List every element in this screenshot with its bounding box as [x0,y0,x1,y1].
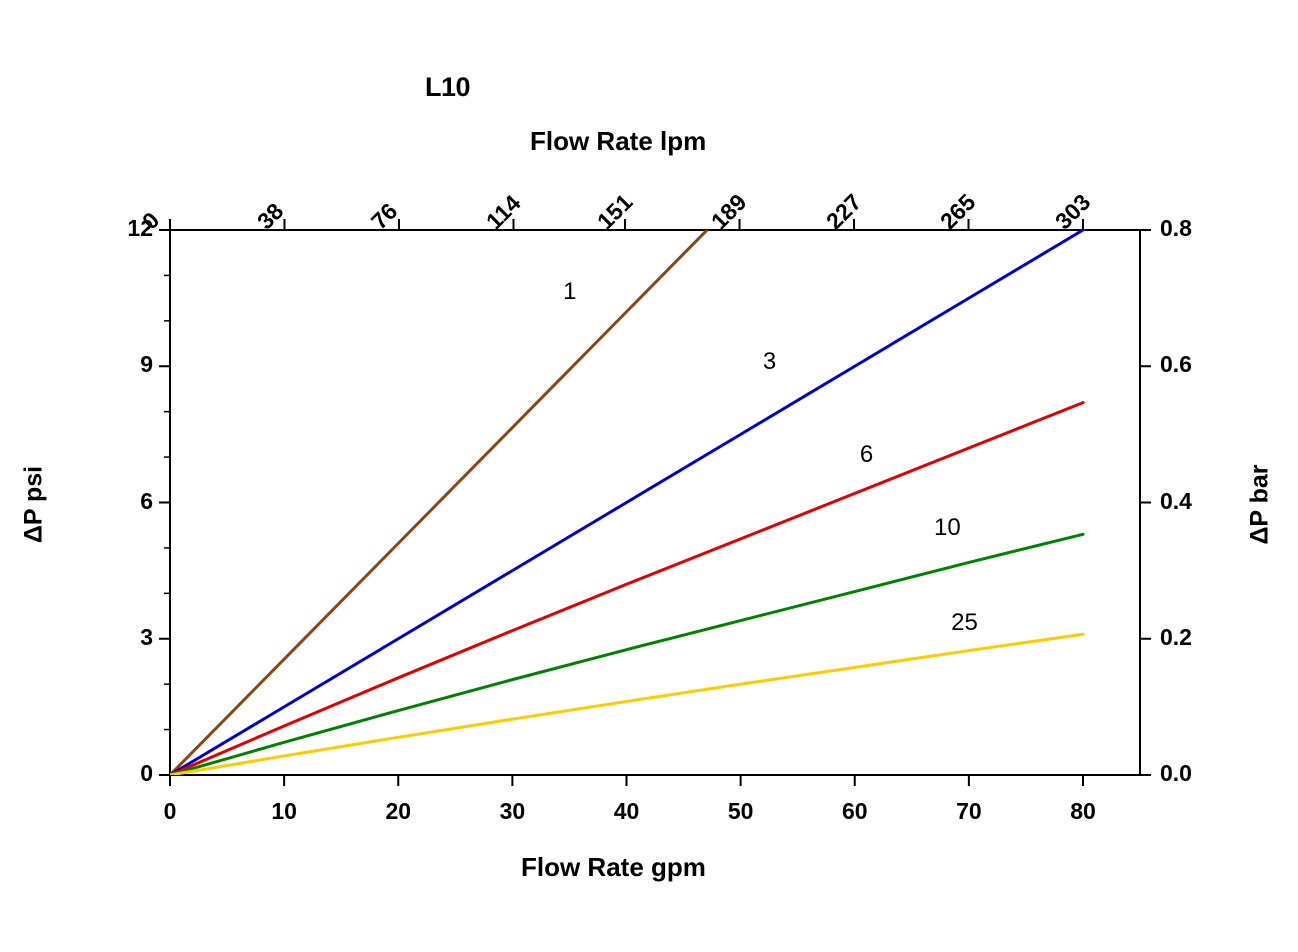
left-tick-label: 0 [140,760,153,786]
right-tick-label: 0.8 [1160,215,1192,241]
bottom-tick-label: 10 [271,798,297,824]
right-tick-label: 0.2 [1160,623,1192,650]
bottom-tick-label: 70 [956,798,982,824]
series-label-25: 25 [951,609,978,637]
series-label-10: 10 [934,513,961,541]
top-axis-title: Flow Rate lpm [530,126,707,156]
series-label-1: 1 [563,277,577,305]
series-line-25 [170,632,1085,775]
series-line-3 [170,230,1085,775]
bottom-tick-label: 50 [727,798,754,824]
bottom-axis-title: Flow Rate gpm [521,852,706,882]
bottom-tick-label: 40 [613,798,640,824]
left-axis-title: ΔP psi [19,465,48,544]
left-tick-label: 9 [140,351,153,378]
series-label-3: 3 [762,347,777,375]
bottom-tick-label: 60 [841,798,868,824]
chart-title: L10 [425,72,471,102]
right-axis-title: ΔP bar [1245,464,1274,545]
series-label-6: 6 [859,441,874,469]
right-tick-label: 0.4 [1160,487,1192,514]
left-tick-label: 3 [140,623,153,650]
bottom-tick-label: 0 [163,798,177,824]
series-line-10 [170,532,1085,775]
bottom-tick-label: 80 [1070,798,1096,824]
series-line-1 [170,230,710,775]
left-tick-label: 12 [127,215,153,241]
bottom-tick-label: 20 [385,798,412,824]
left-tick-label: 6 [140,487,153,514]
right-tick-label: 0.0 [1160,760,1192,786]
series-line-6 [170,401,1085,775]
series-group [170,230,1085,775]
right-tick-label: 0.6 [1160,351,1192,378]
bottom-tick-label: 30 [499,798,526,824]
